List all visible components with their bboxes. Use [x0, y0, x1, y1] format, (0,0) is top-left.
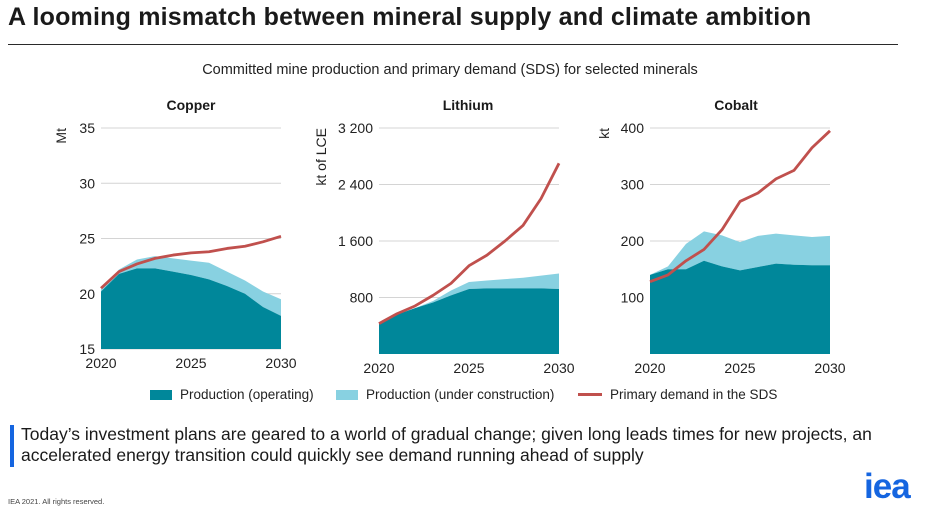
title-divider [8, 44, 898, 45]
cobalt-ytick-label: 100 [621, 290, 645, 306]
legend-label-construction: Production (under construction) [366, 387, 555, 402]
takeaway-note: Today’s investment plans are geared to a… [21, 424, 872, 465]
cobalt-ytick-label: 400 [621, 120, 645, 136]
cobalt-area-operating [650, 260, 830, 354]
legend-label-demand: Primary demand in the SDS [610, 387, 778, 402]
copper-y-axis-label: Mt [53, 128, 69, 144]
copper-ytick-label: 20 [79, 286, 95, 302]
lithium-y-axis-label: kt of LCE [313, 128, 329, 186]
copper-xtick-label: 2030 [265, 355, 296, 371]
copper-xtick-label: 2025 [175, 355, 206, 371]
chart-subtitle: Committed mine production and primary de… [202, 62, 698, 78]
copper-xtick-label: 2020 [85, 355, 116, 371]
copper-ytick-label: 25 [79, 231, 95, 247]
legend-swatch-construction [336, 389, 358, 400]
cobalt-ytick-label: 300 [621, 177, 645, 193]
cobalt-xtick-label: 2030 [814, 360, 845, 376]
copper-area-operating [101, 268, 281, 349]
copper-ytick-label: 15 [79, 341, 95, 357]
copper-ytick-label: 30 [79, 175, 95, 191]
lithium-xtick-label: 2025 [453, 360, 484, 376]
lithium-ytick-label: 3 200 [338, 120, 373, 136]
note-accent-bar [10, 425, 14, 467]
cobalt-area-construction [650, 231, 830, 275]
legend-label-operating: Production (operating) [180, 387, 314, 402]
lithium-panel-title: Lithium [443, 97, 494, 113]
legend-item-demand: Primary demand in the SDS [578, 387, 777, 402]
lithium-ytick-label: 800 [350, 290, 374, 306]
copper-panel-title: Copper [167, 97, 217, 113]
copyright-text: IEA 2021. All rights reserved. [8, 497, 105, 506]
page-title: A looming mismatch between mineral suppl… [8, 3, 812, 31]
lithium-xtick-label: 2030 [543, 360, 574, 376]
cobalt-panel-title: Cobalt [714, 97, 758, 113]
chart-legend: Production (operating) Production (under… [0, 387, 939, 407]
legend-swatch-demand [578, 393, 602, 396]
lithium-area-operating [379, 288, 559, 354]
legend-swatch-operating [150, 389, 172, 400]
copper-ytick-label: 35 [79, 120, 95, 136]
lithium-ytick-label: 1 600 [338, 233, 373, 249]
cobalt-xtick-label: 2025 [724, 360, 755, 376]
lithium-xtick-label: 2020 [363, 360, 394, 376]
lithium-ytick-label: 2 400 [338, 177, 373, 193]
legend-item-operating: Production (operating) [150, 387, 314, 402]
lithium-area-construction [379, 273, 559, 324]
cobalt-ytick-label: 200 [621, 233, 645, 249]
copper-area-construction [101, 256, 281, 316]
cobalt-line-demand [649, 129, 831, 283]
iea-logo: iea [864, 467, 911, 506]
cobalt-y-axis-label: kt [596, 128, 612, 139]
copper-line-demand [100, 234, 282, 290]
lithium-line-demand [378, 162, 561, 325]
legend-item-construction: Production (under construction) [336, 387, 554, 402]
cobalt-xtick-label: 2020 [634, 360, 665, 376]
